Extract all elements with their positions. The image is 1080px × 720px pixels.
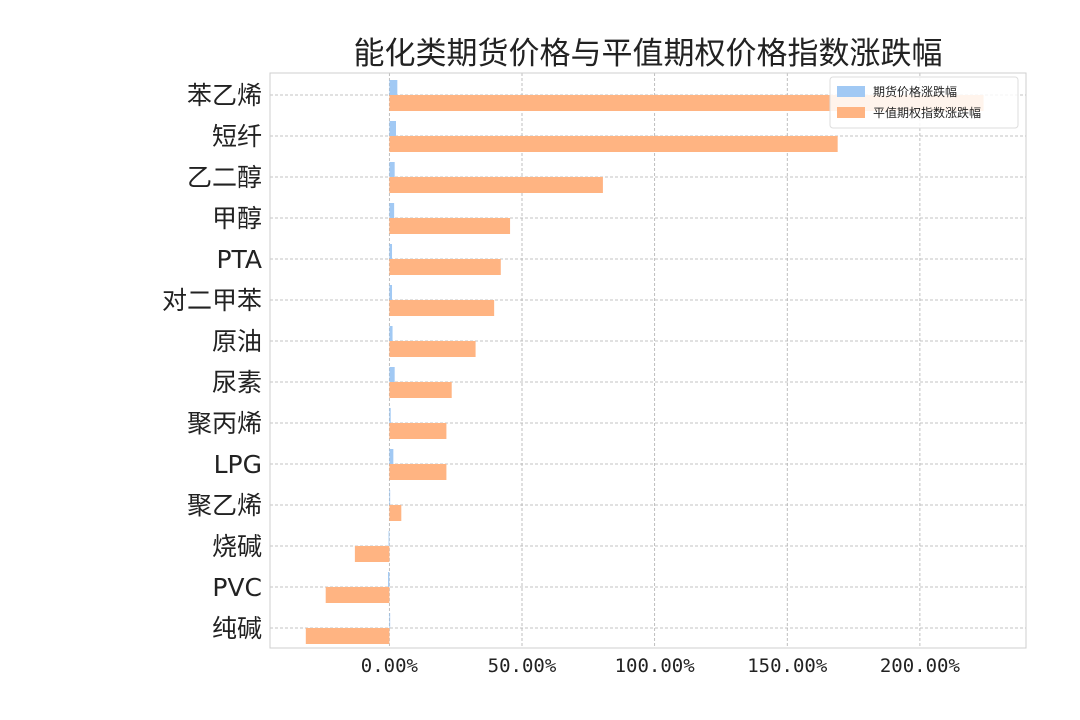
- bar-series-1: [389, 326, 393, 341]
- bar-series-1: [389, 162, 395, 177]
- bar-series-1: [389, 244, 393, 259]
- bar-series-2: [389, 341, 476, 357]
- y-tick-label: 聚乙烯: [187, 491, 262, 520]
- y-tick-label: 原油: [212, 327, 262, 356]
- legend-label: 平值期权指数涨跌幅: [873, 105, 981, 120]
- chart-title: 能化类期货价格与平值期权价格指数涨跌幅: [354, 36, 943, 72]
- y-tick-label: 乙二醇: [187, 163, 262, 192]
- y-tick-label: 苯乙烯: [187, 81, 262, 110]
- bar-series-1: [389, 449, 394, 464]
- bar-series-2: [325, 587, 390, 603]
- bar-series-1: [388, 531, 390, 546]
- legend-swatch: [837, 86, 865, 97]
- x-tick-label: 0.00%: [361, 655, 419, 677]
- bar-series-1: [389, 408, 391, 423]
- x-tick-label: 50.00%: [488, 655, 557, 677]
- legend-box: [829, 76, 1019, 129]
- bar-series-2: [305, 628, 390, 644]
- plot-frame: [269, 72, 1027, 649]
- legend-label: 期货价格涨跌幅: [873, 84, 957, 99]
- x-tick-label: 200.00%: [880, 655, 961, 677]
- legend-swatch: [837, 107, 865, 118]
- bar-series-2: [389, 300, 495, 316]
- y-tick-label: PTA: [216, 245, 262, 274]
- bar-series-1: [389, 613, 391, 628]
- bar-series-2: [389, 505, 402, 521]
- bar-series-2: [389, 259, 501, 275]
- bar-series-1: [389, 490, 391, 505]
- bar-series-1: [389, 203, 395, 218]
- y-tick-label: 烧碱: [212, 532, 262, 561]
- bar-series-2: [389, 464, 447, 480]
- bar-series-2: [389, 423, 447, 439]
- y-tick-label: LPG: [214, 450, 262, 479]
- y-tick-label: 聚丙烯: [187, 409, 262, 438]
- y-tick-label: 纯碱: [212, 614, 262, 643]
- y-tick-label: 尿素: [212, 368, 262, 397]
- y-tick-label: 对二甲苯: [162, 286, 262, 315]
- bar-series-1: [389, 367, 395, 382]
- bar-series-1: [389, 121, 396, 136]
- bar-series-2: [389, 177, 603, 193]
- y-tick-label: 短纤: [212, 122, 262, 151]
- bar-series-2: [389, 382, 452, 398]
- y-tick-label: PVC: [212, 573, 262, 602]
- bar-series-2: [389, 136, 838, 152]
- bar-series-2: [389, 218, 511, 234]
- y-tick-label: 甲醇: [212, 204, 262, 233]
- bar-series-2: [354, 546, 390, 562]
- bar-series-1: [388, 572, 390, 587]
- x-tick-label: 100.00%: [615, 655, 696, 677]
- bar-series-1: [389, 80, 398, 95]
- x-tick-label: 150.00%: [747, 655, 828, 677]
- bar-series-1: [389, 285, 393, 300]
